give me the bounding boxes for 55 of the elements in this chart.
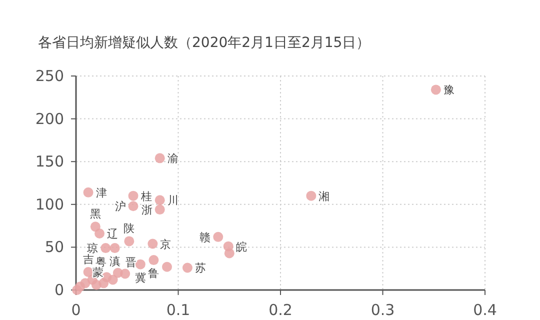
annotation: 苏 <box>194 262 206 275</box>
chart-title: 各省日均新增疑似人数（2020年2月1日至2月15日） <box>38 35 370 51</box>
point <box>135 259 146 270</box>
annotation: 黑 <box>90 208 101 221</box>
x-tick-label: 0.4 <box>473 301 497 319</box>
point <box>128 190 138 201</box>
point <box>162 262 172 272</box>
point <box>120 268 130 279</box>
annotation: 鲁 <box>148 267 160 280</box>
annotation: 渝 <box>167 152 178 166</box>
annotation: 沪 <box>114 200 126 214</box>
y-tick-label: 150 <box>35 152 64 171</box>
point <box>128 201 138 212</box>
annotation: 京 <box>160 238 172 251</box>
annotation: 赣 <box>200 230 211 244</box>
annotation: 桂 <box>140 190 152 203</box>
annotation: 晋 <box>125 256 136 269</box>
y-tick-label: 50 <box>44 238 64 256</box>
annotation: 津 <box>96 186 107 200</box>
point <box>306 190 316 201</box>
annotation: 陕 <box>124 222 135 236</box>
y-tick-label: 0 <box>54 281 64 299</box>
point <box>154 153 165 164</box>
annotation: 琼 <box>87 242 98 256</box>
annotation: 滇 <box>109 255 120 268</box>
y-tick-label: 250 <box>35 67 64 85</box>
x-tick-label: 0 <box>71 301 81 319</box>
x-tick-label: 0.2 <box>268 301 292 319</box>
point <box>182 262 192 273</box>
annotation: 辽 <box>107 228 118 241</box>
point <box>110 243 120 254</box>
point <box>148 255 159 266</box>
point <box>124 236 134 246</box>
annotation: 浙 <box>141 204 152 217</box>
point <box>213 232 224 242</box>
point <box>83 187 94 198</box>
x-tick-label: 0.3 <box>370 301 395 319</box>
point <box>154 195 165 206</box>
point <box>102 272 112 282</box>
annotation: 豫 <box>443 84 454 97</box>
annotation: 湘 <box>318 190 330 203</box>
x-tick-label: 0.1 <box>166 301 190 319</box>
y-tick-label: 100 <box>35 195 64 214</box>
point <box>148 238 158 249</box>
annotation: 吉 <box>82 253 94 266</box>
annotation: 皖 <box>236 240 247 254</box>
y-tick-label: 200 <box>35 110 64 128</box>
point <box>100 243 111 254</box>
point <box>94 228 105 239</box>
annotation: 冀 <box>134 271 146 284</box>
annotation: 川 <box>167 194 178 208</box>
annotation: 蒙 <box>92 266 104 280</box>
point <box>224 248 234 258</box>
point <box>430 84 441 95</box>
point <box>154 204 165 215</box>
